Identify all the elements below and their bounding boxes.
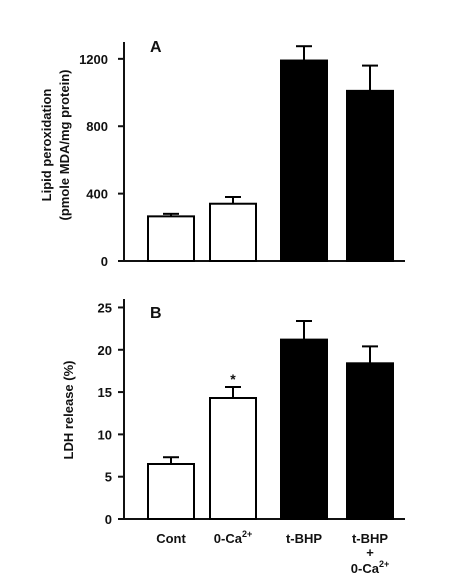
panel-b-letter: B [150,305,162,322]
panel-a-letter: A [150,39,162,56]
panel-a-ytick-label: 0 [101,254,108,269]
panel-b-annotations: * [230,371,236,387]
panel-a-ylabel-line1: Lipid peroxidation [39,89,54,202]
x-label-0-ca-base: 0-Ca [214,531,243,546]
panel-b-bar [209,397,257,520]
panel-a-ylabel-line2: (pmole MDA/mg protein) [57,70,72,221]
x-label-combo-ca-base: 0-Ca [351,561,380,576]
x-label-combo-ca-superscript: 2+ [379,559,389,569]
panel-b-bar [346,362,394,520]
panel-a-bar [147,215,195,263]
panel-b-ylabel: LDH release (%) [61,361,76,460]
x-axis-labels: Cont 0-Ca2+ t-BHP t-BHP + 0-Ca2+ [156,529,389,576]
panel-b-ytick-label: 5 [105,470,112,485]
panel-b-error-bars [163,320,378,464]
x-label-cont: Cont [156,531,186,546]
panel-a-bars [147,59,394,263]
panel-b-bar [147,463,195,520]
panel-b-bar [280,338,328,520]
x-label-0-ca-superscript: 2+ [242,529,252,539]
panel-b: B LDH release (%) 0 5 10 15 20 25 * [61,299,405,527]
panel-b-ticks: 0 5 10 15 20 25 [98,300,124,527]
panel-a-bar [209,202,257,263]
x-label-t-bhp-combo-plus: + [366,545,374,560]
panel-a: A Lipid peroxidation (pmole MDA/mg prote… [39,39,405,269]
panel-b-ytick-label: 25 [98,300,112,315]
panel-a-ytick-label: 1200 [79,52,108,67]
x-label-t-bhp-combo-line1: t-BHP [352,531,388,546]
panel-a-ticks: 0 400 800 1200 [79,52,124,269]
panel-b-ytick-label: 20 [98,343,112,358]
panel-b-significance-marker: * [230,371,236,387]
x-label-t-bhp-combo-line2: 0-Ca2+ [351,559,389,576]
panel-a-ytick-label: 400 [86,187,108,202]
panel-a-ytick-label: 800 [86,119,108,134]
panel-b-ytick-label: 15 [98,385,112,400]
x-label-t-bhp: t-BHP [286,531,322,546]
panel-b-ytick-label: 0 [105,512,112,527]
x-label-0-ca: 0-Ca2+ [214,529,252,546]
panel-a-bar [346,89,394,262]
panel-a-bar [280,59,328,263]
panel-b-bars [147,338,394,520]
panel-a-error-bars [163,45,378,217]
panel-b-ytick-label: 10 [98,427,112,442]
